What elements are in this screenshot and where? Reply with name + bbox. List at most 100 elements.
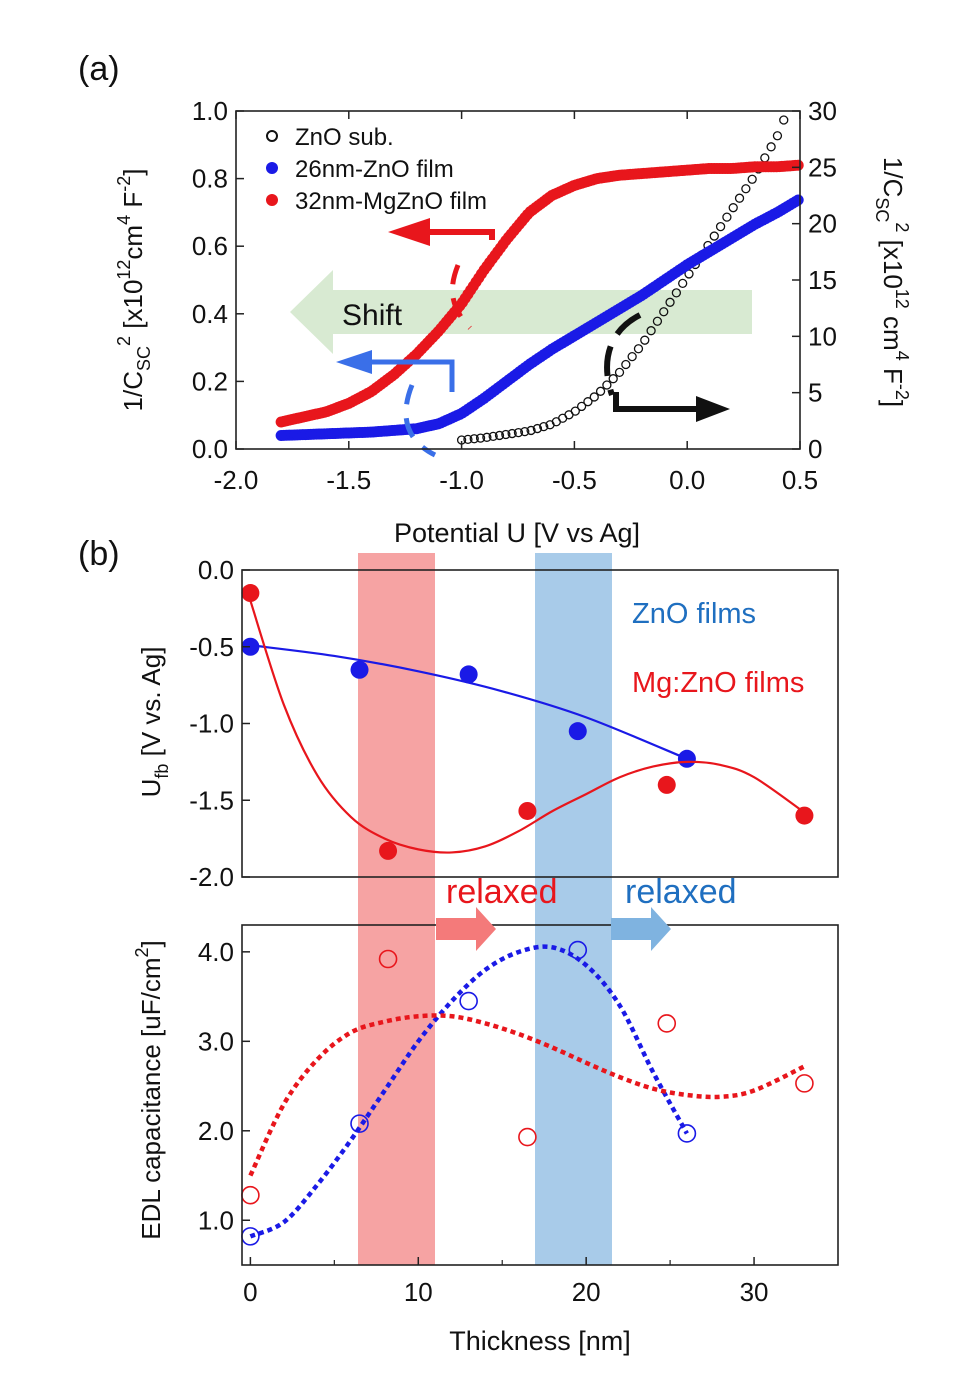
data-point: [646, 326, 656, 336]
y-tick-label: -2.0: [189, 862, 234, 892]
legend-marker-mgzno-film: [266, 194, 278, 206]
znosub-arc: [604, 312, 642, 396]
x-tick-label: 30: [740, 1277, 769, 1307]
y-tick-label-left: 0.2: [192, 366, 228, 396]
mgzno-arc: [449, 264, 472, 330]
y-tick-label-left: 0.6: [192, 231, 228, 261]
legend-panel-a: ZnO sub. 26nm-ZnO film 32nm-MgZnO film: [266, 124, 487, 215]
y-tick-label: -1.0: [189, 709, 234, 739]
y-tick-label-left: 0.0: [192, 434, 228, 464]
zno-axis-arrow-head: [336, 350, 372, 374]
data-point: [241, 637, 260, 656]
data-point: [766, 142, 776, 152]
y-tick-label: 1.0: [198, 1205, 234, 1235]
data-point: [677, 1124, 697, 1143]
fit-line: [248, 1013, 806, 1177]
data-point: [241, 1185, 260, 1205]
panel-b-bottom-ylabel: EDL capacitance [uF/cm2]: [132, 940, 166, 1240]
data-point: [633, 344, 644, 354]
x-tick-label: 0.0: [669, 465, 705, 495]
data-point: [741, 184, 751, 194]
data-point: [518, 1127, 537, 1147]
y-tick-label: 0.0: [198, 555, 234, 585]
zno-axis-arrow-line: [370, 359, 455, 392]
data-point: [595, 386, 606, 396]
panel-a-ylabel-left: 1/CSC2 [x1012cm4 F-2]: [114, 169, 154, 412]
data-point: [518, 801, 537, 820]
y-tick-label-right: 5: [808, 378, 822, 408]
data-point: [657, 1014, 677, 1033]
panel-b-top-plot: 0.0 -0.5 -1.0 -1.5 -2.0: [189, 555, 839, 892]
y-tick-label-left: 0.4: [192, 299, 228, 329]
fit-line: [249, 600, 806, 854]
data-point: [568, 722, 587, 741]
data-point: [526, 425, 536, 436]
relaxed-red-arrow: [436, 907, 496, 951]
data-point: [459, 991, 478, 1011]
panel-a-label: (a): [78, 50, 120, 88]
data-point: [482, 432, 492, 442]
x-tick-label: 20: [572, 1277, 601, 1307]
data-point: [589, 392, 599, 402]
panel-b-bottom-frame: [241, 924, 839, 1266]
znosub-axis-arrow-line: [613, 392, 700, 412]
y-tick-label-right: 10: [808, 321, 837, 351]
legend-label-zno-sub: ZnO sub.: [295, 124, 394, 151]
data-point: [792, 159, 804, 171]
series-mgzno-films-edl: [241, 949, 814, 1205]
legend-label-mgzno-film: 32nm-MgZnO film: [295, 188, 487, 215]
data-point: [671, 288, 682, 298]
data-point: [795, 806, 814, 825]
relaxed-blue-label: relaxed: [625, 873, 737, 911]
panel-a-xlabel: Potential U [V vs Ag]: [394, 518, 640, 548]
panel-a-ylabel-right: 1/CSC2 [x1012 cm4 F-2]: [872, 157, 912, 407]
x-tick-label: 10: [404, 1277, 433, 1307]
shift-arrow: [290, 270, 752, 354]
data-point: [722, 212, 732, 222]
data-point: [532, 423, 543, 434]
y-tick-label-right: 20: [808, 209, 837, 239]
data-point: [627, 351, 637, 362]
x-tick-label: -0.5: [552, 465, 597, 495]
x-tick-label: -1.0: [439, 465, 484, 495]
data-point: [568, 940, 588, 960]
data-point: [507, 428, 517, 439]
legend-marker-zno-sub: [266, 130, 278, 142]
data-point: [715, 221, 726, 232]
data-point: [501, 429, 511, 440]
data-point: [747, 174, 757, 184]
data-point: [640, 335, 650, 345]
blue-relaxation-band: [535, 553, 612, 1265]
y-tick-label-right: 0: [808, 434, 822, 464]
data-point: [772, 131, 783, 141]
data-point: [728, 203, 738, 213]
y-tick-label-right: 15: [808, 265, 837, 295]
y-tick-label: 3.0: [198, 1026, 234, 1056]
data-point: [350, 660, 369, 679]
data-point: [469, 434, 479, 444]
fit-line: [249, 944, 689, 1239]
x-tick-label: 0.5: [782, 465, 818, 495]
data-point: [608, 374, 618, 384]
y-tick-label: 4.0: [198, 937, 234, 967]
data-point: [520, 426, 530, 437]
data-point: [241, 584, 260, 603]
panel-b-xlabel: Thickness [nm]: [449, 1326, 631, 1356]
data-point: [795, 1074, 814, 1093]
panel-b-label: (b): [78, 535, 120, 573]
data-point: [241, 1227, 260, 1246]
legend-label-zno-film: 26nm-ZnO film: [295, 156, 454, 183]
series-zno-films-edl: [241, 940, 697, 1246]
data-point: [657, 775, 676, 794]
y-tick-label: 2.0: [198, 1116, 234, 1146]
data-point: [576, 401, 587, 412]
data-point: [570, 406, 580, 416]
data-point: [350, 1114, 369, 1133]
series-mgzno-film: [275, 159, 804, 428]
fit-line: [250, 644, 688, 760]
data-point: [792, 194, 804, 206]
panel-b-top-ylabel: Ufb [V vs. Ag]: [136, 647, 172, 798]
y-tick-label-right: 25: [808, 152, 837, 182]
data-point: [659, 307, 669, 317]
